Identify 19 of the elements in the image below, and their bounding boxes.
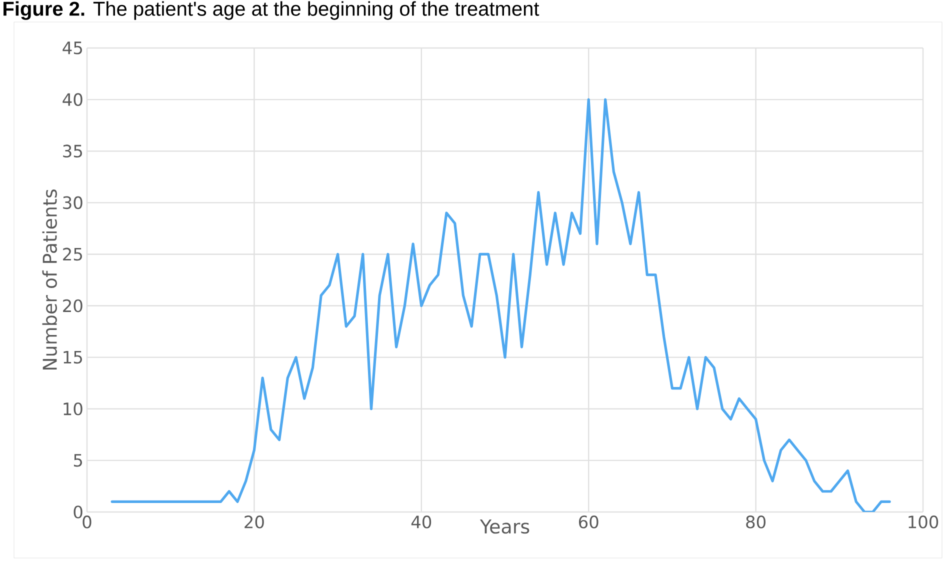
x-tick-label: 80 [746, 516, 766, 528]
y-tick-label: 40 [62, 93, 82, 106]
y-tick-label: 30 [63, 196, 82, 210]
y-tick-label: 10 [64, 402, 82, 416]
y-tick-label: 20 [63, 299, 82, 312]
x-tick-label: 20 [244, 516, 264, 528]
y-axis-title: Number of Patients [42, 190, 57, 370]
x-tick-label: 0 [82, 516, 92, 528]
y-tick-label: 5 [74, 454, 82, 467]
x-axis-title: Years [480, 520, 530, 534]
x-tick-label: 60 [578, 516, 598, 528]
y-tick-label: 35 [63, 144, 82, 158]
x-tick-label: 100 [908, 516, 938, 528]
y-tick-label: 45 [62, 42, 82, 54]
chart-title: Figure 2. The patient's age at the beginning of the treatment [4, 1, 540, 20]
y-tick-label: 25 [63, 248, 82, 261]
y-tick-label: 0 [74, 506, 82, 518]
x-tick-label: 40 [411, 516, 432, 528]
y-tick-label: 15 [64, 351, 82, 364]
